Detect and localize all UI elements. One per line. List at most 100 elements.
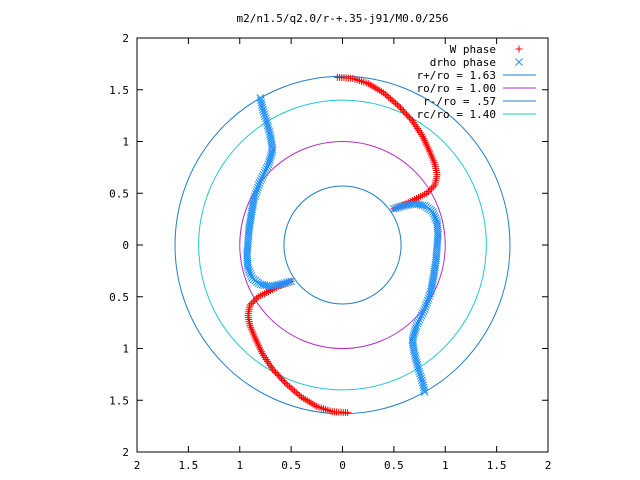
w-phase-point — [284, 381, 292, 389]
legend-label: r-/ro = .57 — [423, 95, 496, 108]
w-phase-point — [399, 107, 407, 115]
drho-phase-point — [419, 307, 428, 316]
w-phase-point — [251, 296, 259, 304]
w-phase-point — [405, 114, 413, 122]
x-tick-label: 1 — [442, 459, 449, 472]
w-phase-point — [386, 95, 394, 103]
drho-phase-point — [413, 319, 422, 328]
y-tick-label: 0.5 — [109, 187, 129, 200]
drho-phase-point — [266, 130, 274, 138]
w-phase-point — [380, 89, 388, 97]
w-phase-point — [296, 392, 304, 400]
drho-phase-point — [245, 268, 254, 276]
w-phase-point — [424, 188, 432, 196]
drho-phase-point — [414, 363, 422, 371]
drho-phase-point — [431, 214, 440, 222]
drho-phase-point — [254, 183, 262, 192]
w-phase-point — [392, 99, 400, 107]
legend-label: drho phase — [430, 56, 496, 69]
w-phase-point — [393, 101, 401, 109]
drho-phase-point — [419, 383, 428, 392]
legend-label: rc/ro = 1.40 — [417, 108, 496, 121]
drho-phase-point — [259, 105, 267, 114]
drho-phase-point — [249, 196, 258, 205]
drho-phase-point — [256, 94, 265, 102]
x-tick-label: 1.5 — [487, 459, 507, 472]
drho-phase-point — [258, 103, 267, 112]
drho-phase-point — [258, 172, 267, 181]
drho-phase-point — [423, 298, 431, 307]
w-phase-point — [398, 106, 406, 114]
legend-label: ro/ro = 1.00 — [417, 82, 496, 95]
drho-phase-point — [423, 296, 432, 305]
circle-0.57 — [283, 185, 402, 305]
drho-phase-point — [410, 349, 419, 358]
drho-phase-point — [263, 121, 272, 130]
w-phase-point — [249, 298, 257, 306]
drho-phase-point — [261, 114, 270, 123]
drho-phase-point — [262, 164, 271, 173]
w-phase-point — [381, 90, 389, 98]
y-tick-label: 0.5 — [109, 291, 129, 304]
drho-phase-point — [246, 270, 255, 278]
w-phase-point — [383, 92, 391, 100]
w-phase-point — [426, 186, 434, 194]
chart-title: m2/n1.5/q2.0/r-+.35-j91/M0.0/256 — [237, 12, 449, 25]
drho-phase-point — [426, 289, 434, 298]
drho-phase-point — [264, 125, 273, 134]
reference-circles — [174, 75, 511, 415]
y-tick-label: 1.5 — [109, 394, 129, 407]
axis-ticks: 2 1.5 1 0.5 0 0.5 1 1.5 221.510.500.511.52 — [109, 32, 551, 472]
drho-phase-point — [411, 352, 419, 360]
drho-phase-point — [419, 381, 428, 389]
drho-phase-point — [247, 272, 256, 280]
drho-phase-point — [416, 313, 425, 322]
drho-phase-point — [410, 347, 418, 356]
drho-phase-point — [427, 285, 436, 294]
drho-phase-point — [253, 185, 262, 194]
w-phase-point — [429, 183, 437, 191]
x-tick-label: 0.5 — [281, 459, 301, 472]
w-phase-point — [248, 299, 256, 307]
drho-phase-point — [263, 162, 272, 171]
w-phase-point — [388, 96, 396, 104]
circle-1.63 — [174, 75, 511, 415]
w-phase-point — [431, 181, 439, 189]
drho-phase-point — [416, 369, 424, 378]
drho-phase-point — [412, 358, 421, 367]
x-tick-label: 0 — [339, 459, 346, 472]
drho-phase-point — [251, 190, 260, 198]
drho-phase-point — [260, 168, 269, 177]
x-tick-label: 2 — [545, 459, 552, 472]
w-phase-point — [272, 368, 280, 376]
drho-phase-point — [260, 110, 269, 118]
drho-phase-point — [420, 388, 429, 396]
drho-phase-point — [255, 179, 264, 187]
drho-phase-point — [250, 194, 258, 203]
w-phase-point — [390, 98, 398, 106]
w-phase-point — [291, 387, 299, 395]
w-phase-point — [297, 393, 305, 401]
drho-phase-point — [264, 123, 273, 132]
w-phase-point — [276, 373, 284, 381]
drho-phase-point — [254, 181, 263, 190]
w-phase-point — [402, 110, 410, 118]
drho-phase-point — [256, 176, 265, 185]
drho-phase-point — [427, 287, 435, 296]
drho-phase-point — [411, 354, 420, 362]
y-tick-label: 1 — [122, 343, 129, 356]
w-phase-point — [282, 380, 290, 388]
drho-phase-point — [267, 134, 275, 143]
drho-phase-point — [420, 385, 429, 394]
circle-1 — [239, 141, 446, 349]
w-phase-point — [279, 376, 287, 384]
x-tick-label: 0.5 — [384, 459, 404, 472]
w-phase-point — [407, 115, 415, 123]
drho-phase-point — [251, 192, 259, 201]
drho-phase-point — [415, 315, 424, 324]
drho-phase-point — [420, 305, 429, 314]
drho-phase-point — [263, 119, 271, 127]
w-phase-point — [294, 390, 302, 398]
